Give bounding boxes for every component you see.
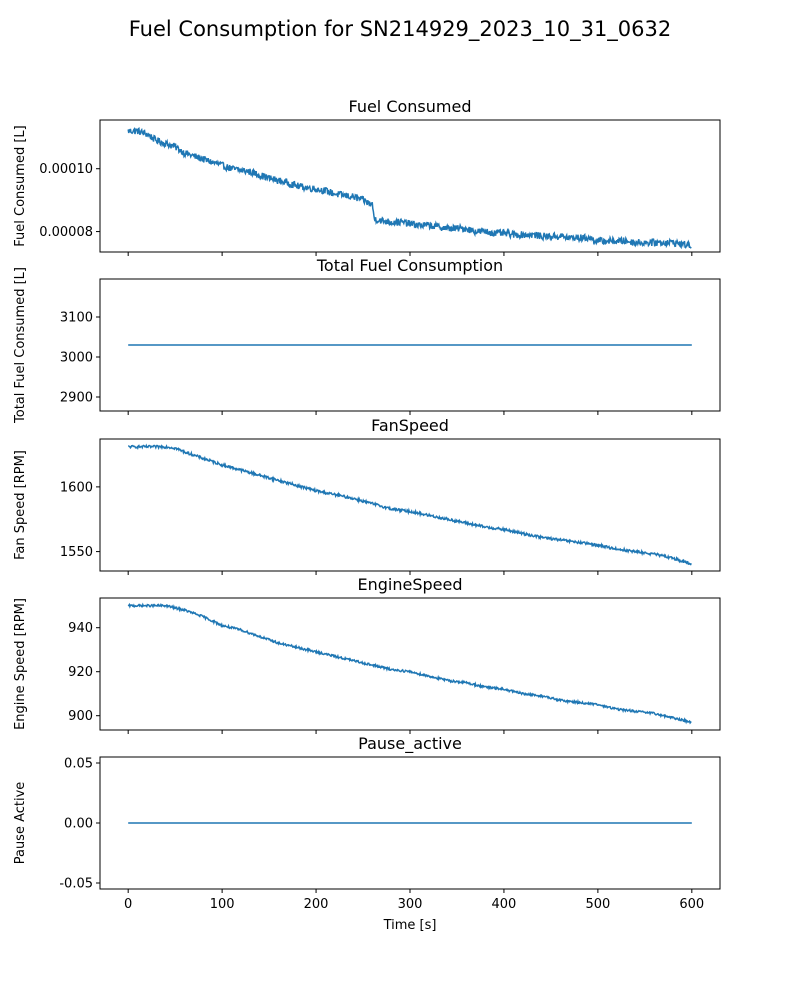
y-tick-label: 0.05 xyxy=(64,757,93,772)
y-tick-label: 3100 xyxy=(60,311,93,326)
y-tick-label: 0.00008 xyxy=(39,225,93,240)
subplot-3: FanSpeed Fan Speed [RPM] 1550 1600 xyxy=(13,416,721,575)
subplot-title: FanSpeed xyxy=(371,416,449,435)
y-axis-label: Engine Speed [RPM] xyxy=(13,598,28,730)
data-series-line xyxy=(128,443,692,566)
subplot-2: Total Fuel Consumption Total Fuel Consume… xyxy=(13,256,721,424)
x-tick-label: 100 xyxy=(210,897,235,912)
y-tick-label: 3000 xyxy=(60,351,93,366)
x-tick-label: 300 xyxy=(398,897,423,912)
x-tick-label: 500 xyxy=(585,897,610,912)
subplot-1: Fuel Consumed Fuel Consumed [L] 0.00008 0.0… xyxy=(13,97,721,256)
data-series-line xyxy=(127,602,692,725)
x-tick-label: 400 xyxy=(492,897,517,912)
subplots-container: Fuel Consumed Fuel Consumed [L] 0.00008 0.0… xyxy=(13,97,721,933)
y-tick-label: 1550 xyxy=(60,545,93,560)
x-tick-label: 0 xyxy=(124,897,132,912)
x-tick-label: 600 xyxy=(679,897,704,912)
y-axis-label: Total Fuel Consumed [L] xyxy=(13,267,28,424)
x-tick-label: 200 xyxy=(304,897,329,912)
y-axis-label: Fan Speed [RPM] xyxy=(13,450,28,560)
y-axis-label: Pause Active xyxy=(13,782,28,865)
subplot-title: Pause_active xyxy=(358,734,462,754)
figure-title: Fuel Consumption for SN214929_2023_10_31… xyxy=(129,17,672,42)
y-tick-label: 900 xyxy=(68,709,93,724)
data-series-line xyxy=(127,126,692,250)
subplot-title: Total Fuel Consumption xyxy=(316,256,503,275)
y-tick-label: 940 xyxy=(68,621,93,636)
y-tick-label: 920 xyxy=(68,665,93,680)
y-tick-label: 2900 xyxy=(60,391,93,406)
subplot-4: EngineSpeed Engine Speed [RPM] 900 920 940 xyxy=(13,575,721,734)
subplot-title: Fuel Consumed xyxy=(348,97,471,116)
subplot-5: Pause_active Pause Active -0.05 0.00 0.05 0 10… xyxy=(13,734,721,933)
y-axis-label: Fuel Consumed [L] xyxy=(13,125,28,246)
subplot-title: EngineSpeed xyxy=(358,575,463,594)
x-axis-label: Time [s] xyxy=(383,918,437,933)
y-tick-label: 1600 xyxy=(60,480,93,495)
y-tick-label: -0.05 xyxy=(59,877,93,892)
y-tick-label: 0.00010 xyxy=(39,162,93,177)
y-tick-label: 0.00 xyxy=(64,817,93,832)
